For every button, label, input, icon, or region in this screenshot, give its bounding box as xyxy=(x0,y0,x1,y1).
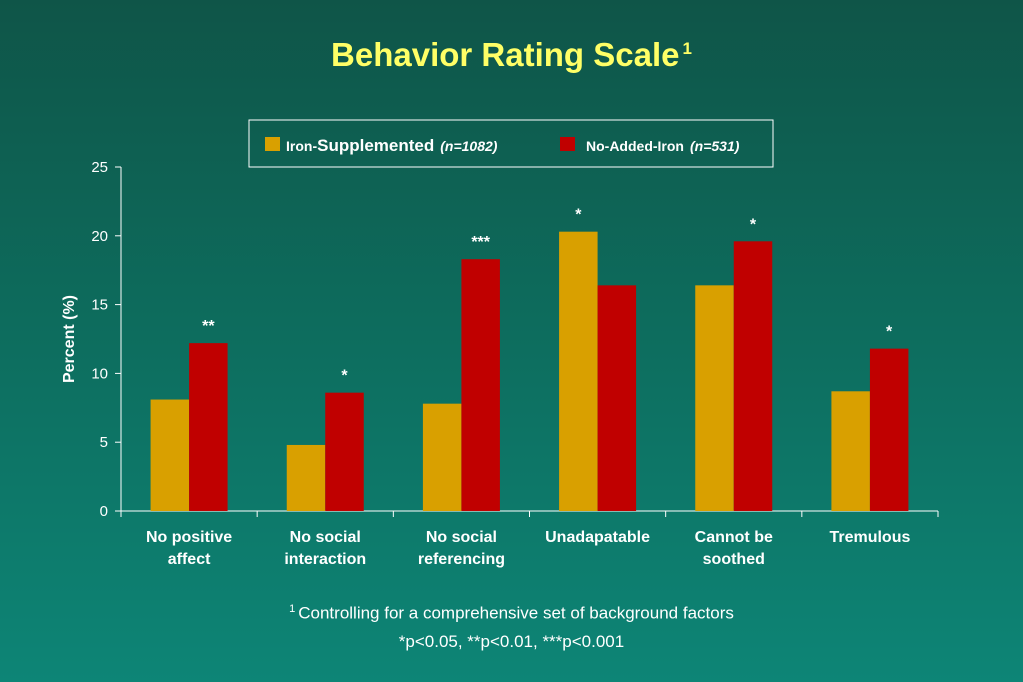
bar-iron-supplemented xyxy=(831,391,870,511)
y-tick-label: 0 xyxy=(100,503,108,520)
y-axis-label: Percent (%) xyxy=(61,295,78,383)
x-tick-label: Tremulous xyxy=(829,529,910,546)
significance-marker: ** xyxy=(202,318,215,335)
legend-label-no-added-iron: No-Added-Iron (n=531) xyxy=(586,138,740,154)
bar-no-added-iron xyxy=(733,241,773,511)
x-tick-label: Cannot be xyxy=(695,529,773,546)
y-tick-label: 20 xyxy=(91,228,108,245)
significance-marker: * xyxy=(575,207,582,224)
bar-no-added-iron xyxy=(325,392,364,511)
footnote-line-1: 1 Controlling for a comprehensive set of … xyxy=(0,603,1023,624)
x-tick-label: soothed xyxy=(703,551,765,568)
footnote-text: Controlling for a comprehensive set of b… xyxy=(298,603,734,623)
x-tick-label: referencing xyxy=(418,551,505,568)
significance-marker: * xyxy=(750,216,757,233)
y-tick-label: 25 xyxy=(91,159,108,176)
x-tick-label: affect xyxy=(168,551,211,568)
x-tick-label: No social xyxy=(290,529,361,546)
bar-no-added-iron xyxy=(869,348,909,511)
x-tick-label: Unadapatable xyxy=(545,529,650,546)
x-tick-label: No positive xyxy=(146,529,232,546)
legend-box xyxy=(248,119,774,168)
y-tick-label: 15 xyxy=(91,297,108,314)
bar-iron-supplemented xyxy=(695,285,734,511)
significance-key: *p<0.05, **p<0.01, ***p<0.001 xyxy=(398,632,625,651)
y-tick-label: 5 xyxy=(100,434,108,451)
y-tick-label: 10 xyxy=(91,365,108,382)
legend-label-iron-supplemented: Iron-Supplemented (n=1082) xyxy=(286,136,498,155)
significance-marker: * xyxy=(341,368,348,385)
chart-title-text: Behavior Rating Scale xyxy=(331,36,680,73)
bar-no-added-iron xyxy=(461,259,500,511)
significance-marker: *** xyxy=(471,234,490,251)
significance-marker: * xyxy=(886,324,893,341)
bar-iron-supplemented xyxy=(559,231,598,511)
bar-iron-supplemented xyxy=(422,403,462,511)
legend-swatch-no-added-iron xyxy=(560,137,575,151)
title-footnote-marker: 1 xyxy=(682,39,692,58)
x-tick-label: No social xyxy=(426,529,497,546)
footnote-line-2: *p<0.05, **p<0.01, ***p<0.001 xyxy=(0,632,1023,652)
bar-iron-supplemented xyxy=(286,444,326,511)
bar-no-added-iron xyxy=(189,343,228,511)
footnote-marker: 1 xyxy=(289,603,296,615)
legend-swatch-iron-supplemented xyxy=(265,137,280,151)
bar-no-added-iron xyxy=(597,285,637,511)
chart-title: Behavior Rating Scale 1 xyxy=(0,36,1023,74)
bar-iron-supplemented xyxy=(150,399,190,511)
x-tick-label: interaction xyxy=(284,551,366,568)
